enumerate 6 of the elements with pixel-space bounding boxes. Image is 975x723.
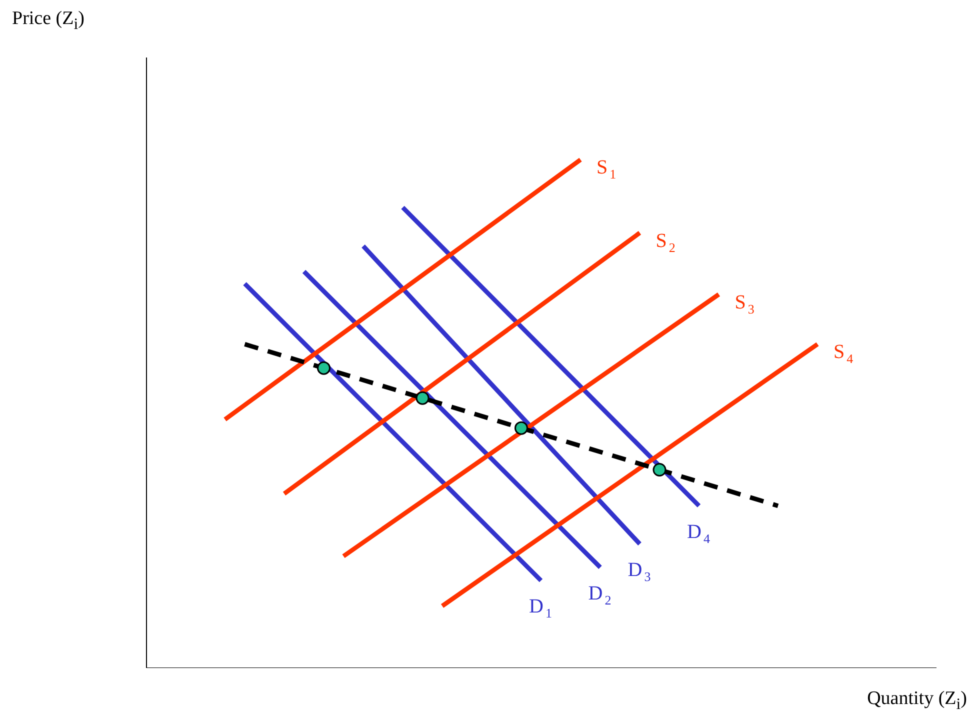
text: Price (Z$_{i}$) [12,8,84,34]
point [317,361,330,375]
point [416,391,430,405]
x-axis-title: Quantity (Z$_{i}$) [867,688,967,714]
point [652,463,666,476]
point [514,421,528,435]
